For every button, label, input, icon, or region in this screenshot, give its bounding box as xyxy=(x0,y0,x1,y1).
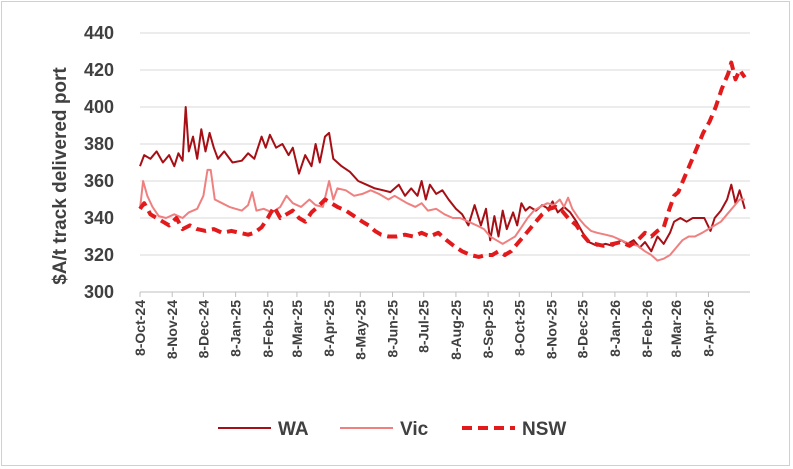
x-axis-ticks: 8-Oct-24 8-Nov-24 8-Dec-24 8-Jan-25 8-Feb-25… xyxy=(132,292,716,360)
x-tick-label: 8-Jan-26 xyxy=(607,300,623,357)
x-tick-label: 8-Feb-25 xyxy=(260,300,276,358)
x-tick-label: 8-May-25 xyxy=(352,300,368,360)
x-tick-label: 8-Jul-25 xyxy=(416,300,432,353)
x-tick-label: 8-Oct-24 xyxy=(132,300,148,356)
x-tick-label: 8-Sep-25 xyxy=(480,300,496,359)
series-line-vic xyxy=(139,168,745,262)
x-tick-label: 8-Nov-25 xyxy=(544,300,560,359)
y-tick-label: 320 xyxy=(84,245,114,265)
y-tick-label: 400 xyxy=(84,97,114,117)
y-tick-label: 340 xyxy=(84,208,114,228)
legend-label-nsw: NSW xyxy=(522,419,566,440)
x-tick-label: 8-Mar-25 xyxy=(289,300,305,358)
x-tick-label: 8-Aug-25 xyxy=(448,300,464,360)
x-tick-label: 8-Apr-26 xyxy=(700,300,716,357)
series-lines xyxy=(138,60,747,262)
gridlines xyxy=(140,32,750,293)
x-tick-label: 8-Oct-25 xyxy=(511,300,527,356)
series-line-nsw xyxy=(138,60,747,259)
y-axis-label: $A/t track delivered port xyxy=(50,67,71,285)
y-tick-label: 360 xyxy=(84,171,114,191)
x-tick-label: 8-Apr-25 xyxy=(321,300,337,357)
legend-label-vic: Vic xyxy=(400,419,429,440)
y-axis-ticks: 300 320 340 360 380 400 420 440 xyxy=(84,23,114,302)
y-tick-label: 420 xyxy=(84,60,114,80)
y-tick-label: 440 xyxy=(84,23,114,43)
x-tick-label: 8-Dec-24 xyxy=(195,300,211,359)
series-line-wa xyxy=(139,106,746,253)
x-tick-label: 8-Jun-25 xyxy=(385,300,401,358)
x-tick-label: 8-Feb-26 xyxy=(639,300,655,358)
y-tick-label: 300 xyxy=(84,282,114,302)
legend: WA Vic NSW xyxy=(218,419,566,440)
legend-label-wa: WA xyxy=(278,419,309,440)
x-tick-label: 8-Dec-25 xyxy=(575,300,591,359)
x-tick-label: 8-Mar-26 xyxy=(668,300,684,358)
x-tick-label: 8-Nov-24 xyxy=(164,300,180,359)
x-tick-label: 8-Jan-25 xyxy=(228,300,244,357)
y-tick-label: 380 xyxy=(84,134,114,154)
